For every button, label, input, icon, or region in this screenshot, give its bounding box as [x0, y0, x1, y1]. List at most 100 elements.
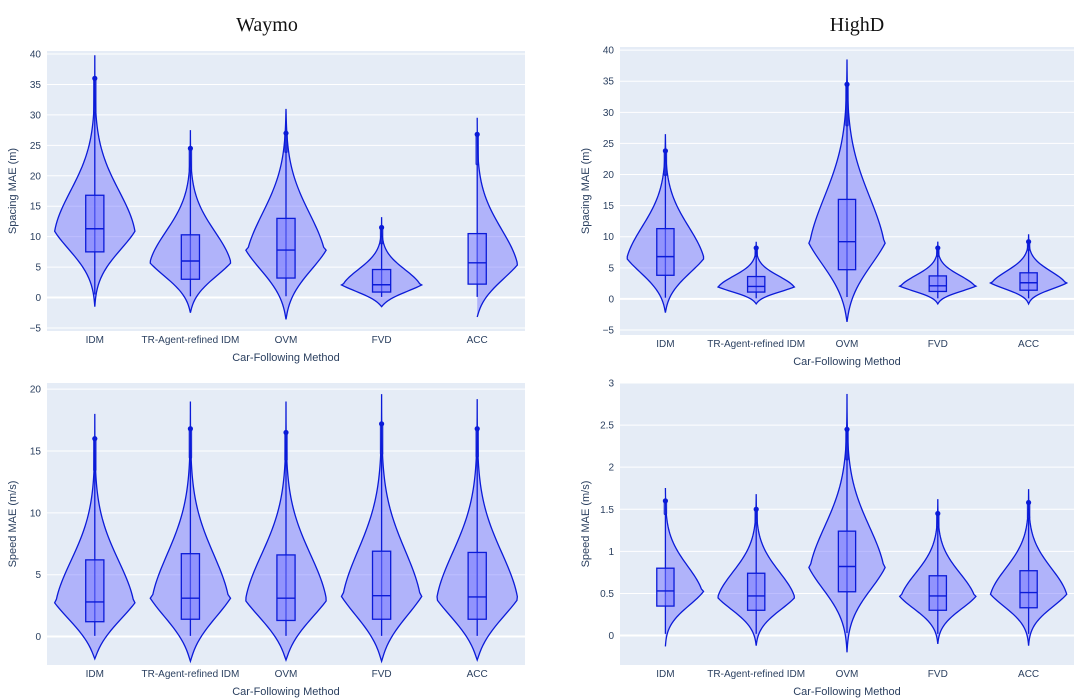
x-tick-label: TR-Agent-refined IDM: [707, 339, 805, 350]
x-tick-label: IDM: [86, 335, 104, 346]
violin-box: [180, 553, 201, 620]
violin-box: [276, 554, 296, 622]
outlier-point: [935, 245, 941, 251]
violin-box: [1019, 272, 1038, 291]
y-tick-label: 10: [603, 232, 615, 243]
y-tick-label: 40: [603, 46, 615, 57]
x-tick-label: FVD: [928, 339, 948, 350]
x-tick-label: IDM: [656, 339, 674, 350]
violin-box: [467, 232, 487, 285]
violin-acc: [467, 117, 519, 318]
x-axis-label: Car-Following Method: [793, 356, 901, 368]
outlier-point: [844, 81, 850, 87]
outlier-point: [283, 429, 289, 436]
violin-box: [837, 530, 857, 593]
violin-box: [656, 227, 675, 276]
y-tick-label: 5: [608, 263, 614, 274]
y-tick-label: 3: [608, 379, 614, 390]
y-tick-label: 5: [35, 570, 41, 581]
y-axis-label: Spacing MAE (m): [580, 148, 592, 234]
y-tick-label: −5: [603, 326, 615, 337]
violin-tr-agent-refined-idm: [149, 401, 232, 664]
violin-idm: [656, 487, 705, 647]
outlier-point: [283, 130, 289, 136]
y-tick-label: 20: [30, 171, 42, 182]
violin-acc: [989, 489, 1068, 646]
violin-box: [85, 559, 105, 623]
x-tick-label: OVM: [836, 339, 859, 350]
y-tick-label: 30: [30, 110, 42, 121]
y-tick-label: 25: [603, 139, 615, 150]
x-tick-label: ACC: [1018, 339, 1039, 350]
x-tick-label: TR-Agent-refined IDM: [707, 669, 805, 680]
y-tick-label: 5: [35, 263, 41, 274]
x-tick-label: FVD: [928, 669, 948, 680]
x-tick-label: TR-Agent-refined IDM: [141, 669, 239, 680]
violin-ovm: [245, 401, 327, 662]
violin-box: [371, 550, 392, 620]
violin-box: [928, 575, 948, 611]
y-axis-label: Speed MAE (m/s): [580, 481, 592, 568]
y-tick-label: 0: [608, 631, 614, 642]
violin-idm: [626, 134, 705, 313]
y-tick-label: 0.5: [600, 589, 614, 600]
violin-box: [928, 275, 948, 293]
violin-ovm: [808, 393, 886, 653]
x-tick-label: FVD: [372, 335, 392, 346]
y-tick-label: 15: [603, 201, 615, 212]
violin-ovm: [245, 108, 327, 320]
y-tick-label: 40: [30, 50, 42, 61]
y-axis-label: Spacing MAE (m): [7, 148, 19, 234]
violin-tr-agent-refined-idm: [149, 130, 232, 313]
outlier-point: [844, 426, 850, 432]
y-tick-label: 35: [30, 80, 42, 91]
y-tick-label: 10: [30, 508, 42, 519]
y-tick-label: −5: [30, 323, 42, 334]
x-axis-label: Car-Following Method: [232, 686, 340, 698]
y-tick-label: 0: [35, 293, 41, 304]
subplot-highd-1: −5 0 5 10 15 20 25 30 35 40 Spacing MAE (m) Car-Fol…: [580, 46, 1074, 368]
outlier-point: [935, 510, 941, 517]
outlier-point: [1026, 239, 1032, 245]
x-tick-label: FVD: [372, 669, 392, 680]
y-tick-label: 25: [30, 141, 42, 152]
y-tick-label: 30: [603, 108, 615, 119]
outlier-point: [662, 148, 669, 154]
violin-acc: [436, 399, 519, 663]
title-highd: HighD: [829, 14, 885, 36]
title-waymo: Waymo: [236, 14, 298, 36]
violin-box: [746, 572, 766, 611]
y-tick-label: 0: [35, 632, 41, 643]
violin-acc: [989, 234, 1069, 306]
outlier-point: [379, 421, 385, 427]
x-tick-label: TR-Agent-refined IDM: [141, 335, 239, 346]
violin-fvd: [340, 217, 424, 308]
x-tick-label: IDM: [656, 669, 674, 680]
outlier-point: [662, 498, 669, 504]
x-tick-label: OVM: [275, 335, 298, 346]
outlier-point: [379, 224, 385, 231]
y-tick-label: 1: [608, 547, 614, 558]
violin-box: [746, 275, 766, 293]
y-tick-label: 1.5: [600, 505, 614, 516]
violin-fvd: [898, 241, 978, 306]
violin-box: [85, 194, 105, 253]
violin-tr-agent-refined-idm: [717, 494, 796, 646]
x-tick-label: OVM: [836, 669, 859, 680]
outlier-point: [474, 426, 480, 432]
outlier-point: [474, 131, 480, 137]
outlier-point: [753, 245, 759, 251]
violin-fvd: [340, 394, 423, 664]
violin-box: [371, 268, 392, 293]
y-tick-label: 20: [30, 385, 42, 396]
y-tick-label: 0: [608, 294, 614, 305]
y-tick-label: 2: [608, 463, 614, 474]
violin-fvd: [898, 499, 977, 645]
x-axis-label: Car-Following Method: [793, 686, 901, 698]
violin-box: [656, 567, 675, 607]
y-tick-label: 15: [30, 202, 42, 213]
x-axis-label: Car-Following Method: [232, 352, 340, 364]
outlier-point: [753, 506, 759, 512]
subplot-waymo-0: −5 0 5 10 15 20 25 30 35 40 Spacing MAE (m) Car-Fol…: [7, 50, 525, 364]
